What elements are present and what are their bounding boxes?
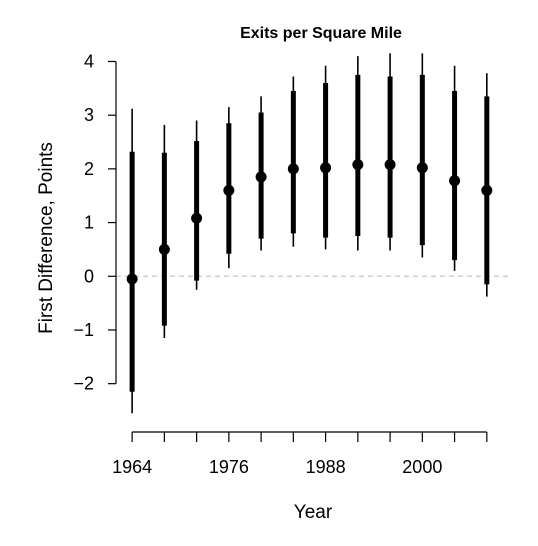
y-tick-label: 2 xyxy=(84,159,94,179)
x-tick-labels: 1964 1976 1988 2000 xyxy=(112,457,442,477)
y-tick-label: 1 xyxy=(84,213,94,233)
y-axis-label: First Difference, Points xyxy=(36,142,57,334)
y-tick-label: −2 xyxy=(73,374,94,394)
point-estimate xyxy=(449,175,461,187)
x-tick-label: 1988 xyxy=(306,457,346,477)
x-tick-label: 1964 xyxy=(112,457,152,477)
confidence-intervals xyxy=(129,53,490,414)
x-tick-label: 1976 xyxy=(209,457,249,477)
y-tick-label: 3 xyxy=(84,105,94,125)
x-axis-ticks xyxy=(131,432,488,442)
point-estimate xyxy=(320,162,332,174)
y-tick-label: −1 xyxy=(73,320,94,340)
point-estimate xyxy=(352,159,364,171)
y-tick-label: 0 xyxy=(84,266,94,286)
point-estimate xyxy=(158,243,170,255)
chart-title: Exits per Square Mile xyxy=(240,25,402,42)
point-estimates xyxy=(126,159,493,285)
point-estimate xyxy=(287,163,299,175)
point-estimate xyxy=(481,184,493,196)
point-estimate xyxy=(126,273,138,285)
point-estimate xyxy=(191,212,203,224)
y-axis-ticks xyxy=(108,60,116,385)
point-estimate xyxy=(223,184,235,196)
point-estimate xyxy=(384,159,396,171)
y-tick-label: 4 xyxy=(84,51,94,71)
plot-area xyxy=(116,53,511,414)
point-estimate xyxy=(416,162,428,174)
x-tick-label: 2000 xyxy=(402,457,442,477)
y-tick-labels: 4 3 2 1 0 −1 −2 xyxy=(73,51,94,393)
point-estimate xyxy=(255,171,267,183)
x-axis-label: Year xyxy=(294,502,333,523)
